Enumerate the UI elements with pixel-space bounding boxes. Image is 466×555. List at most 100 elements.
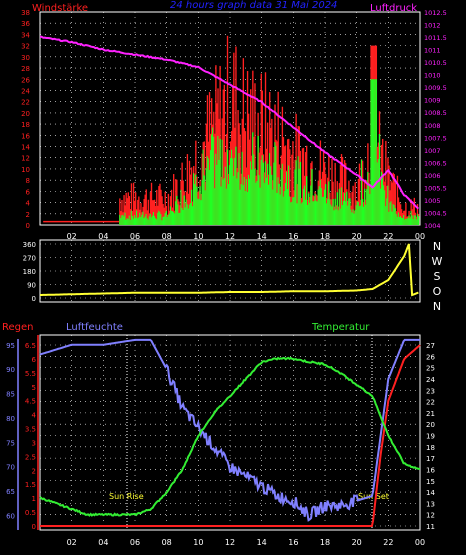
humidity-line [39,338,420,522]
wind-gust-bar [132,182,135,225]
wind-avg-bar [167,214,170,225]
wind-gust-bar [322,150,325,225]
humidity-tick-label: 60 [6,512,15,520]
wind-gust-bar [164,191,166,225]
wind-gust-bar [242,58,245,225]
wind-gust-bar [344,160,346,225]
wind-avg-bar [213,136,215,225]
wind-avg-bar [417,216,420,225]
wind-avg-bar [282,196,285,225]
wind-avg-bar [354,210,356,225]
wind-gust-bar [156,189,158,225]
rain-tick-label: 0 [32,523,36,531]
compass-letter: S [434,270,441,283]
wind-avg-bar [174,213,176,225]
wind-avg-bar [351,212,353,225]
wind-avg-bar [169,206,172,225]
wind-avg-bar [413,215,416,225]
wind-gust-bar [292,141,294,225]
rain-tick-label: 2.5 [25,453,36,461]
wind-gust-bar [226,35,229,225]
wind-avg-bar [284,182,287,225]
climate-panel: Regen Luftfeuchte Temperatur 0 0.5 1 1.5 2 2.… [2,322,435,547]
wind-gust-bar [144,194,146,225]
wind-gust-bar [393,174,395,225]
wind-gust-bar [277,91,279,225]
wind-avg-bar [215,153,217,225]
wind-gust-bar [155,206,157,225]
wind-avg-bar [162,216,164,225]
wind-panel: Windstärke 24 hours graph data 31 Mai 20… [21,0,447,241]
wind-gust-bar [345,163,347,225]
wind-gust-bar [119,198,121,225]
wind-avg-bar [238,153,240,225]
wind-avg-bar [119,214,121,225]
wind-avg-bar [142,211,144,225]
temperature-label: Temperatur [311,322,370,333]
rain-tick-label: 6.5 [25,342,36,350]
wind-gust-bar [385,140,387,225]
wind-gust-bar [250,89,252,225]
wind-avg-bar [306,176,308,225]
wind-avg-bar [177,204,179,225]
wind-avg-bar [155,218,157,225]
wind-avg-bar [364,188,366,225]
wind-avg-bar [314,193,316,225]
wind-avg-bar [287,189,289,225]
wind-gust-bar [150,182,153,225]
wind-avg-bar [159,211,161,225]
wind-avg-bar [202,149,204,225]
wind-avg-bar [184,207,186,225]
wind-avg-bar [227,184,230,225]
wind-avg-bar [374,79,376,226]
wind-gust-bar [339,164,342,225]
wind-avg-bar [359,205,362,225]
wind-gust-bar [223,84,226,225]
wind-avg-bar [347,205,349,225]
wind-left-tick-label: 2 [26,211,30,219]
temperature-ticks: 11 12 13 14 15 16 17 18 19 20 21 22 23 24 25 26 27 [426,342,435,531]
wind-avg-bar [209,150,212,225]
rain-tick-label: 4.5 [25,398,36,406]
wind-gust-bar [260,73,262,225]
temperature-tick-label: 11 [426,523,435,531]
wind-avg-bar [293,197,295,225]
wind-avg-bar [266,163,269,225]
wind-avg-bar [333,210,335,225]
wind-gust-bar [138,196,140,225]
wind-avg-bar [281,163,284,225]
wind-avg-bar [288,165,290,225]
wind-avg-bar [242,185,245,225]
wind-avg-bar [404,219,406,225]
wind-avg-bar [297,156,299,225]
wind-gust-bar [125,192,127,225]
temperature-tick-label: 27 [426,342,435,350]
wind-gust-bar [397,197,400,225]
wind-avg-bar [320,188,323,225]
wind-avg-bar [363,206,365,225]
wind-avg-bar [301,202,304,225]
wind-avg-bar [292,197,294,225]
rain-tick-label: 3 [32,439,36,447]
wind-avg-bar [183,195,185,225]
humidity-tick-label: 65 [6,488,15,496]
wind-avg-bar [194,183,196,225]
wind-gust-bar [154,199,156,225]
wind-gust-bar [126,198,128,225]
wind-gust-bar [133,200,136,225]
wind-gust-bar [331,158,333,225]
wind-avg-bar [365,204,367,225]
wind-avg-bar [244,191,247,225]
wind-avg-bar [220,186,222,225]
wind-gust-bar [361,160,364,225]
wind-avg-bar [310,185,312,225]
wind-avg-bar [189,203,192,225]
wind-x-tick-label: 08 [162,232,172,241]
wind-avg-bar [321,196,324,225]
temperature-tick-label: 23 [426,387,435,395]
wind-avg-bar [350,209,352,225]
wind-gust-bar [334,162,336,225]
wind-avg-bar [226,149,229,225]
wind-avg-bar [348,198,350,225]
